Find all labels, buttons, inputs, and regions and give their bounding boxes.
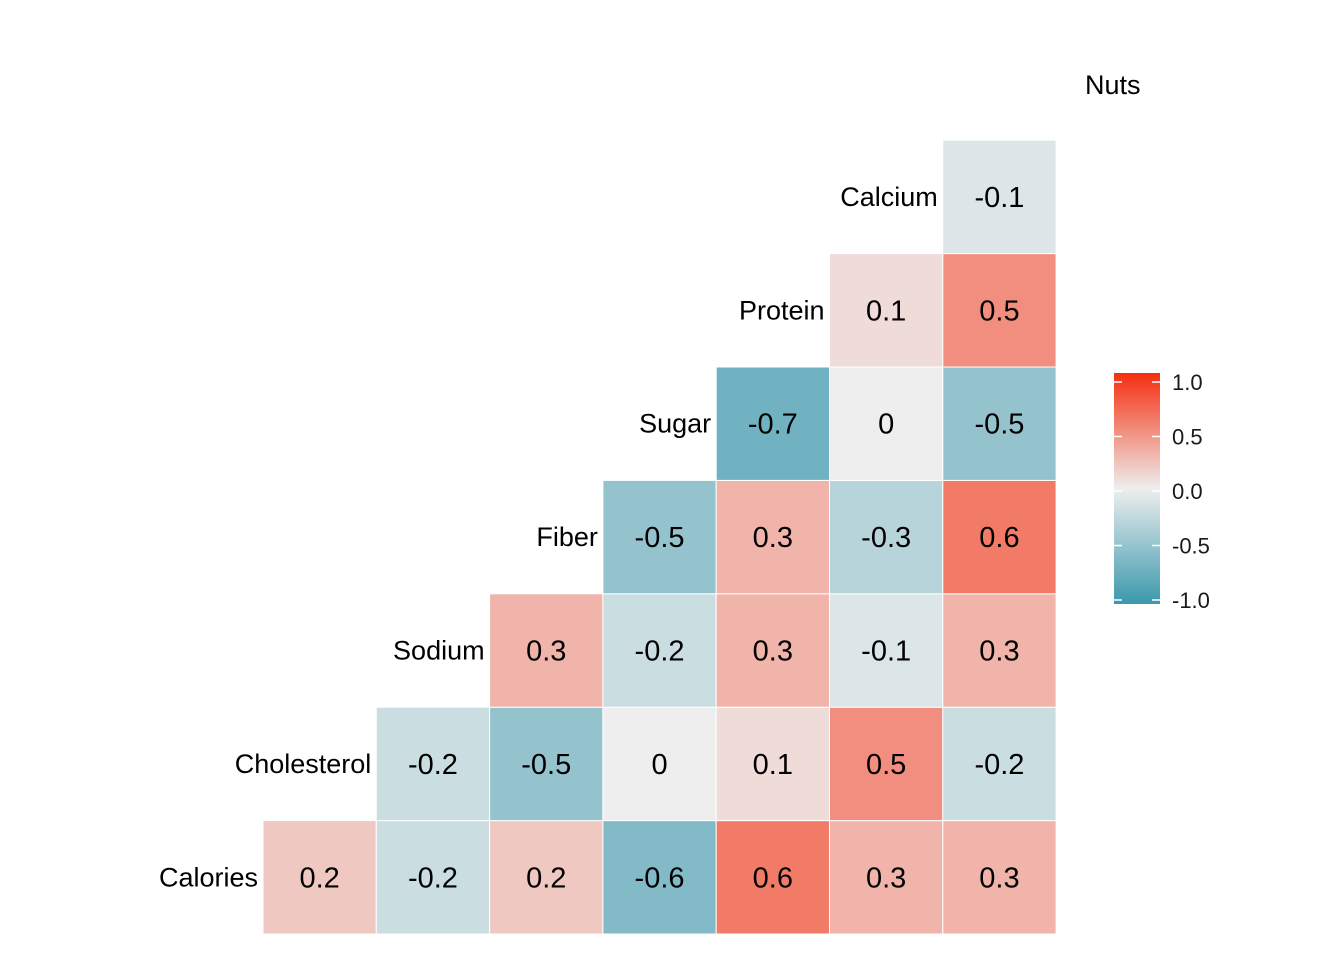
legend-colorbar — [1114, 373, 1160, 604]
heatmap-cell — [829, 820, 944, 935]
cell-value-label: 0.1 — [753, 749, 793, 781]
legend-tick-label: 0.0 — [1172, 479, 1203, 504]
heatmap-cell — [602, 593, 717, 708]
cell-value-label: 0 — [878, 409, 894, 441]
cell-value-label: -0.7 — [748, 409, 798, 441]
heatmap-cell — [942, 820, 1057, 935]
row-label-calories: Calories — [159, 862, 258, 892]
cell-value-label: -0.5 — [521, 749, 571, 781]
row-label-cholesterol: Cholesterol — [235, 749, 372, 779]
cell-value-label: 0.3 — [866, 862, 906, 894]
row-label-sodium: Sodium — [393, 636, 485, 666]
heatmap-cell — [375, 706, 491, 822]
heatmap-cell — [942, 706, 1057, 822]
cell-value-label: 0.3 — [753, 636, 793, 668]
heatmap-cell — [489, 593, 604, 708]
cell-value-label: 0.5 — [979, 295, 1019, 327]
legend-tick-label: 1.0 — [1172, 370, 1203, 395]
cell-value-label: 0.6 — [753, 862, 793, 894]
heatmap-cell — [715, 479, 831, 595]
heatmap-cell — [942, 593, 1057, 708]
cell-value-label: 0.3 — [979, 636, 1019, 668]
heatmap-cell — [375, 820, 491, 935]
legend-tick-label: -1.0 — [1172, 588, 1210, 613]
row-label-sugar: Sugar — [639, 409, 711, 439]
cell-value-label: 0.6 — [979, 522, 1019, 554]
heatmap-cell — [602, 706, 717, 822]
heatmap-cell — [262, 820, 377, 935]
heatmap-cell — [942, 139, 1057, 255]
cell-value-label: 0.3 — [526, 636, 566, 668]
heatmap-cell — [942, 366, 1057, 481]
heatmap-cells: 0.2 -0.2 0.2 -0.6 0.6 0.3 0.3 -0.2 -0.5 0 0.1 0.5 -0… — [262, 139, 1057, 935]
heatmap-cell — [602, 820, 717, 935]
cell-value-label: -0.2 — [635, 636, 685, 668]
heatmap-cell — [942, 253, 1057, 368]
cell-value-label: -0.1 — [861, 636, 911, 668]
cell-value-label: 0.2 — [299, 862, 339, 894]
cell-value-label: -0.2 — [408, 749, 458, 781]
cell-value-label: 0.1 — [866, 295, 906, 327]
heatmap-cell — [829, 706, 944, 822]
row-label-fiber: Fiber — [536, 522, 598, 552]
cell-value-label: -0.5 — [635, 522, 685, 554]
cell-value-label: 0.5 — [866, 749, 906, 781]
cell-value-label: -0.3 — [861, 522, 911, 554]
heatmap-cell — [829, 479, 944, 595]
heatmap-cell — [602, 479, 717, 595]
cell-value-label: 0.3 — [753, 522, 793, 554]
cell-value-label: -0.6 — [635, 862, 685, 894]
row-label-calcium: Calcium — [840, 182, 938, 212]
color-legend: 1.0 0.5 0.0 -0.5 -1.0 — [1114, 370, 1210, 613]
cell-value-label: -0.1 — [974, 182, 1024, 214]
row-label-protein: Protein — [739, 295, 825, 325]
heatmap-cell — [489, 706, 604, 822]
heatmap-cell — [715, 593, 831, 708]
cell-value-label: 0 — [651, 749, 667, 781]
column-label-nuts: Nuts — [1085, 70, 1141, 100]
legend-tick-label: 0.5 — [1172, 425, 1203, 450]
cell-value-label: -0.2 — [974, 749, 1024, 781]
cell-value-label: -0.2 — [408, 862, 458, 894]
heatmap-cell — [715, 820, 831, 935]
cell-value-label: 0.3 — [979, 862, 1019, 894]
cell-value-label: 0.2 — [526, 862, 566, 894]
variable-labels: Calories Cholesterol Sodium Fiber Sugar Prote… — [159, 70, 1141, 892]
heatmap-cell — [829, 593, 944, 708]
legend-tick-label: -0.5 — [1172, 534, 1210, 559]
heatmap-cell — [715, 366, 831, 481]
cell-value-label: -0.5 — [974, 409, 1024, 441]
